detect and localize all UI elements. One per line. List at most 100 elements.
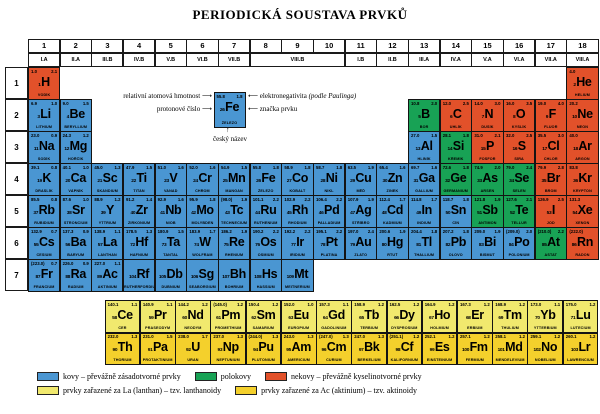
atomic-number: 36 — [573, 178, 578, 184]
electronegativity: 1.1 — [554, 301, 561, 307]
electronegativity: 1.8 — [304, 164, 311, 170]
element-symbol: 37 Rb — [33, 202, 55, 217]
element-symbol: 103 Lr — [570, 340, 591, 354]
element-In: 114.8 1.7 49 In INDIUM — [408, 195, 441, 228]
atomic-number: 21 — [97, 178, 103, 184]
electronegativity: 1.3 — [237, 334, 244, 339]
atomic-number: 89 — [97, 274, 102, 280]
atomic-mass: 243.0 — [283, 334, 295, 339]
atomic-mass: 52.0 — [189, 164, 198, 170]
element-name: HAFNIUM — [130, 252, 149, 257]
electronegativity: 0.7 — [51, 260, 58, 266]
electronegativity: 1.7 — [201, 334, 208, 339]
atomic-number: 79 — [350, 242, 355, 248]
electronegativity: 2.5 — [462, 100, 469, 106]
electronegativity: 1.8 — [236, 93, 243, 99]
electronegativity: 1.9 — [494, 196, 501, 202]
atomic-number: 41 — [160, 210, 165, 216]
atomic-mass: 107.9 — [347, 196, 359, 202]
atomic-number: 3 — [37, 114, 40, 120]
atomic-number: 68 — [465, 315, 471, 321]
atomic-mass: 69.7 — [411, 164, 420, 170]
legend-swatch-nonmetal — [264, 372, 287, 381]
atomic-number: 76 — [255, 242, 260, 248]
atomic-number: 85 — [541, 242, 547, 248]
element-name: URAN — [187, 358, 199, 362]
element-Y: 88.9 1.2 39 Y YTTRIUM — [91, 195, 124, 228]
element-symbol: 36 Kr — [573, 170, 592, 185]
electronegativity: 1.8 — [462, 164, 469, 170]
element-symbol: 13 Al — [415, 138, 433, 153]
group-label-VIII.A: VIII.A — [566, 52, 599, 67]
legend-row-1: kovy – převážně zásadotvorné prvky polok… — [37, 372, 436, 381]
element-name: KYSLÍK — [511, 124, 527, 129]
atomic-number: 51 — [477, 210, 482, 216]
atomic-number: 29 — [350, 178, 355, 184]
element-Sc: 45.0 1.3 21 Sc SKANDIUM — [91, 163, 124, 196]
atomic-mass: 175.0 — [565, 301, 577, 307]
group-number-18: 18 — [566, 38, 599, 53]
legend-row-2: prvky zařazené za La (lanthan) – tzv. la… — [37, 386, 431, 395]
element-symbol: 20 Ca — [65, 170, 87, 185]
element-name: TECHNECIUM — [221, 220, 248, 225]
atomic-mass: 209.0 — [474, 228, 486, 234]
atomic-mass: (251.1) — [389, 334, 404, 339]
atomic-mass: 131.3 — [569, 196, 581, 202]
atomic-mass: 180.9 — [157, 228, 169, 234]
element-name: BOHRIUM — [224, 284, 244, 289]
electronegativity: 1.1 — [114, 228, 121, 234]
electronegativity: 1.0 — [51, 100, 58, 106]
atomic-mass: 227.0 — [94, 260, 106, 266]
element-name: VÁPNÍK — [68, 188, 84, 193]
atomic-mass: 51.0 — [157, 164, 167, 170]
element-symbol: 3 Li — [37, 106, 51, 121]
atomic-mass: 88.9 — [94, 196, 103, 202]
element-Tc: (98.0) 1.9 43 Tc TECHNECIUM — [218, 195, 251, 228]
atomic-mass: 28.1 — [442, 132, 452, 138]
element-Bh: 107 Bh BOHRIUM — [218, 259, 251, 292]
element-name: BISMUT — [479, 252, 495, 257]
element-symbol: 59 Pr — [148, 307, 167, 322]
element-symbol: 85 At — [541, 234, 560, 249]
element-Ti: 47.9 1.5 22 Ti TITAN — [123, 163, 156, 196]
atomic-number: 62 — [251, 315, 257, 321]
atomic-mass: 112.4 — [379, 196, 390, 202]
atomic-mass: 162.5 — [389, 301, 401, 307]
atomic-mass: 24.3 — [62, 132, 72, 138]
atomic-number: 77 — [290, 242, 296, 248]
electronegativity: 1.2 — [272, 301, 279, 307]
atomic-mass: 79.9 — [537, 164, 547, 170]
element-name: PROMETHIUM — [214, 325, 242, 330]
atomic-number: 42 — [191, 210, 196, 216]
atomic-number: 70 — [535, 315, 540, 321]
electronegativity: 1.2 — [518, 334, 525, 339]
atomic-mass: 102.9 — [284, 196, 296, 202]
element-I: 126.9 2.5 53 I JOD — [534, 195, 567, 228]
element-Ba: 137.3 0.9 56 Ba BARYUM — [59, 227, 92, 260]
element-name: NEPTUNIUM — [216, 358, 240, 362]
element-name: MANGAN — [225, 188, 243, 193]
electronegativity: 1.2 — [554, 334, 561, 339]
electronegativity: 1.6 — [177, 164, 184, 170]
atomic-number: 95 — [286, 348, 292, 353]
element-name: GADOLINIUM — [321, 325, 347, 330]
group-number-10: 10 — [313, 38, 346, 53]
element-name: NOBELIUM — [534, 358, 556, 362]
element-name: FOSFOR — [479, 156, 496, 161]
arrow-right-icon: ⟶ — [201, 92, 212, 100]
element-symbol: 97 Bk — [358, 340, 380, 354]
element-Cm: (247.0) 1.3 96 Cm CURIUM — [316, 332, 352, 365]
electronegativity: 1.8 — [431, 228, 438, 234]
element-symbol: 109 Mt — [286, 266, 309, 281]
atomic-mass: 106.4 — [316, 196, 327, 202]
element-name: SKANDIUM — [96, 188, 118, 193]
atomic-mass: 23.0 — [31, 132, 40, 138]
element-name: AKTINIUM — [97, 284, 118, 289]
element-symbol: 67 Ho — [428, 307, 451, 322]
element-Li: 6.9 1.0 3 Li LITHIUM — [28, 99, 61, 132]
atomic-mass: 35.5 — [537, 132, 547, 138]
element-symbol: 74 W — [194, 234, 211, 249]
atomic-number: 84 — [508, 242, 514, 248]
